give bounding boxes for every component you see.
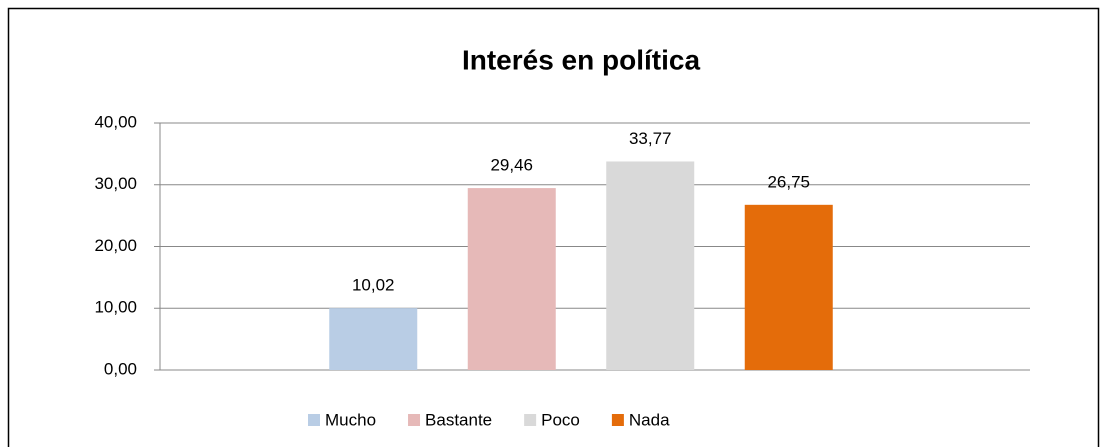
y-tick-label: 10,00 xyxy=(94,298,137,317)
legend-label: Poco xyxy=(541,410,580,429)
y-tick-label: 0,00 xyxy=(104,359,137,378)
legend-label: Mucho xyxy=(325,410,376,429)
data-label: 10,02 xyxy=(352,276,395,295)
legend-swatch xyxy=(611,414,624,426)
data-label: 29,46 xyxy=(490,156,533,175)
bar xyxy=(467,188,556,370)
chart-title: Interés en política xyxy=(462,44,700,75)
legend-label: Nada xyxy=(629,410,670,429)
legend-swatch xyxy=(308,414,320,426)
legend-swatch xyxy=(524,414,537,426)
data-label: 26,75 xyxy=(767,172,810,191)
y-tick-label: 40,00 xyxy=(94,112,137,131)
bar xyxy=(329,308,418,370)
y-tick-label: 30,00 xyxy=(94,174,137,193)
legend-swatch xyxy=(408,414,421,426)
data-label: 33,77 xyxy=(629,129,672,148)
y-tick-label: 20,00 xyxy=(94,236,137,255)
legend-label: Bastante xyxy=(425,410,492,429)
bar xyxy=(744,204,833,370)
bar xyxy=(606,161,695,370)
